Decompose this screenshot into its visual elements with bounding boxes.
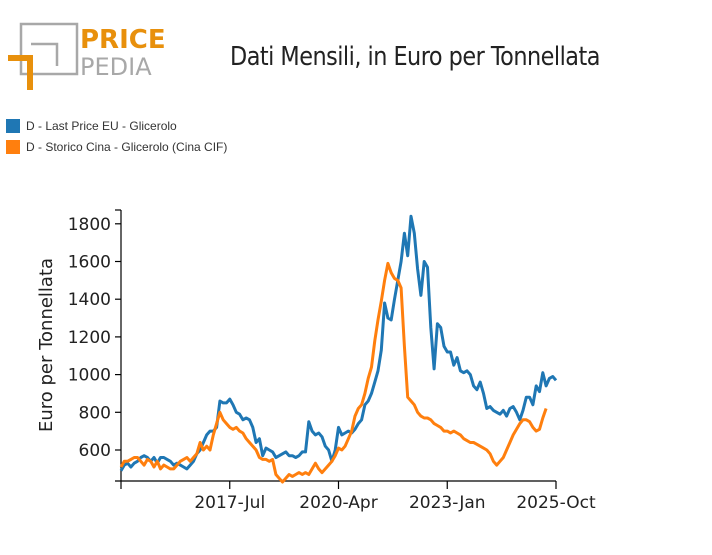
logo-text-pedia: PEDIA: [80, 53, 152, 81]
legend-item-last-price-eu[interactable]: D - Last Price EU - Glicerolo: [6, 119, 177, 133]
logo-text-price: PRICE: [80, 25, 166, 55]
y-tick-label: 1800: [68, 215, 111, 235]
y-axis-label: Euro per Tonnellata: [36, 258, 57, 432]
logo-square-inner: [31, 42, 59, 66]
y-tick-label: 800: [79, 403, 111, 423]
legend-swatch-blue: [6, 119, 20, 133]
y-tick-label: 600: [79, 441, 111, 461]
legend-label: D - Storico Cina - Glicerolo (Cina CIF): [26, 140, 228, 154]
legend-item-storico-cina[interactable]: D - Storico Cina - Glicerolo (Cina CIF): [6, 140, 227, 154]
series-lines: [119, 214, 558, 484]
series-line-1: [119, 261, 548, 484]
series-line-0: [119, 214, 558, 472]
y-tick-label: 1400: [68, 290, 111, 310]
pricepedia-logo: PRICE PEDIA: [8, 22, 166, 90]
y-tick-label: 1000: [68, 366, 111, 386]
logo-corner-orange-1: [8, 55, 33, 90]
chart-title: Dati Mensili, in Euro per Tonnellata: [230, 42, 600, 72]
legend-swatch-orange: [6, 140, 20, 154]
axes: 600 800 1000 1200 1400 1600 1800 2017-Jul 2020-A…: [68, 209, 596, 513]
y-tick-label: 1600: [68, 253, 111, 273]
x-tick-label: 2025-Oct: [516, 493, 596, 513]
logo-square-outer: [19, 22, 79, 76]
x-tick-label: 2020-Apr: [299, 493, 377, 513]
legend-label: D - Last Price EU - Glicerolo: [26, 119, 177, 133]
x-tick-label: 2023-Jan: [409, 493, 486, 513]
x-tick-label: 2017-Jul: [194, 493, 265, 513]
y-tick-label: 1200: [68, 328, 111, 348]
